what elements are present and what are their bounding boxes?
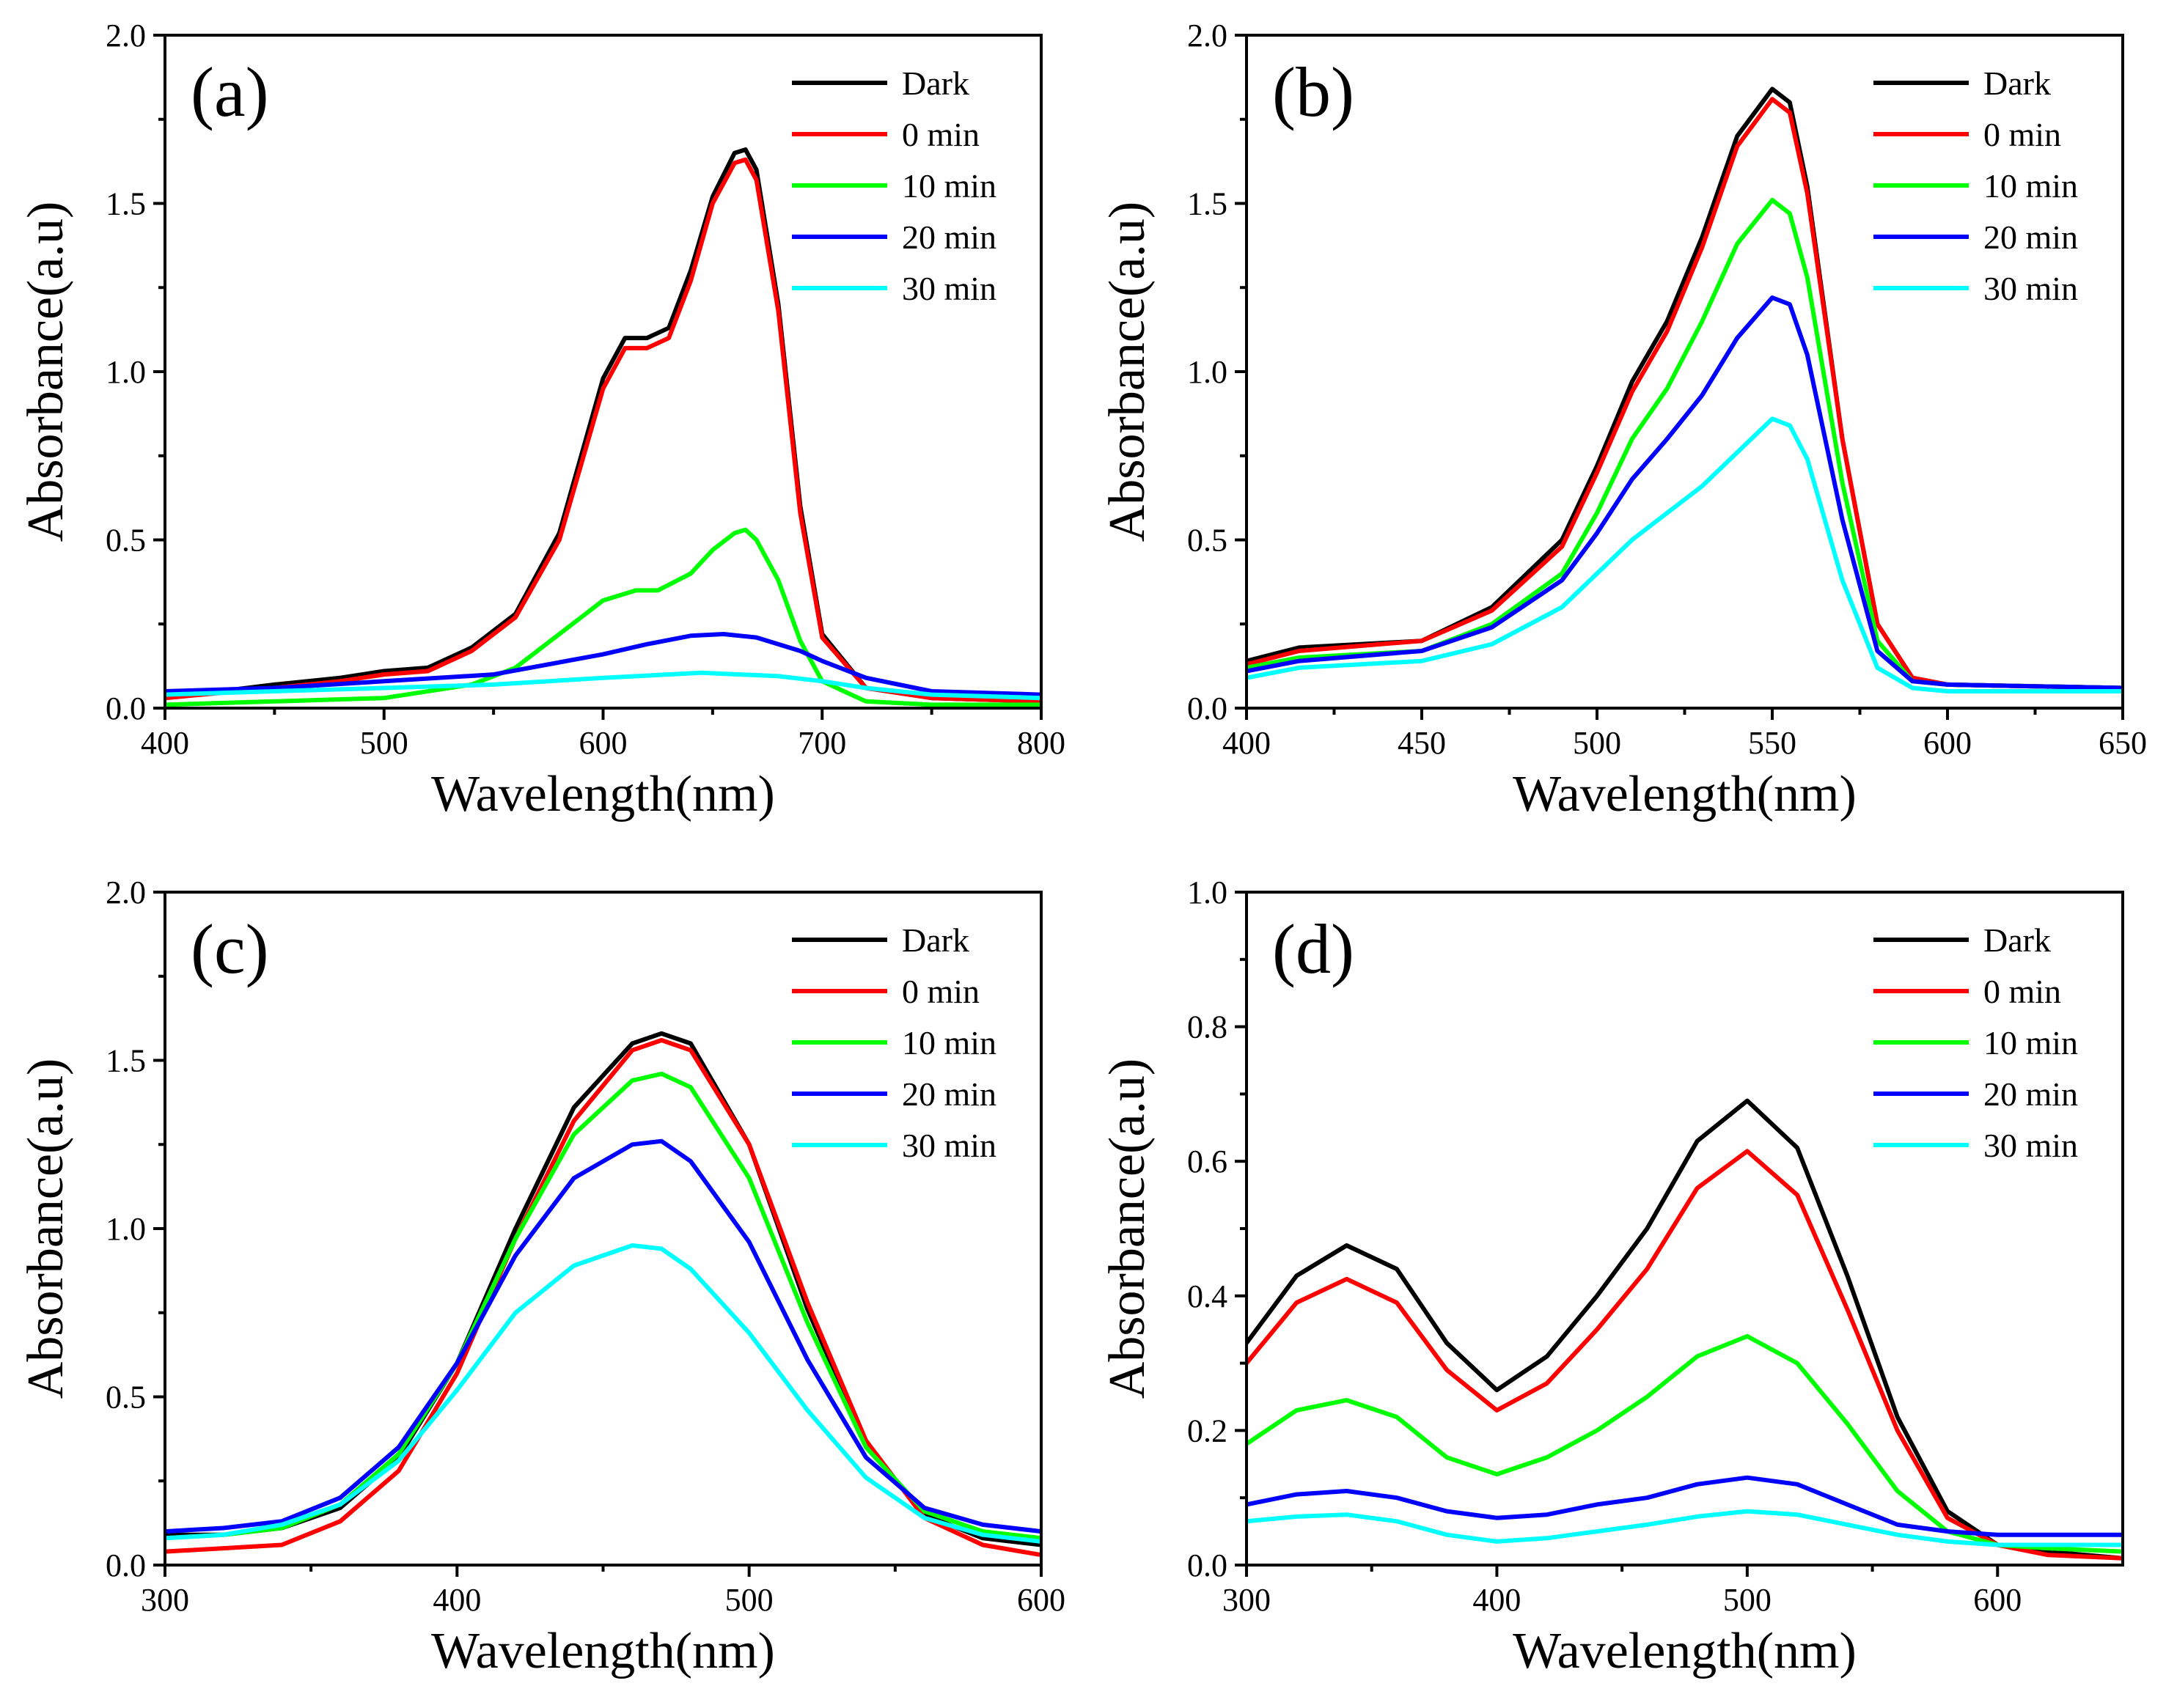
x-axis-label: Wavelength(nm) bbox=[1513, 766, 1857, 822]
y-tick-label: 1.5 bbox=[106, 186, 146, 222]
y-tick-label: 1.0 bbox=[106, 354, 146, 390]
x-tick-label: 300 bbox=[141, 1582, 189, 1618]
x-tick-label: 600 bbox=[1923, 725, 1972, 761]
legend-label: 20 min bbox=[902, 218, 996, 256]
series-line-0-min bbox=[165, 157, 1041, 704]
panel-label: (d) bbox=[1272, 910, 1354, 988]
x-axis-label: Wavelength(nm) bbox=[431, 766, 775, 822]
legend-label: 0 min bbox=[902, 116, 980, 153]
x-tick-label: 550 bbox=[1748, 725, 1796, 761]
chart-panel-4: 300 400 500 600 0.0 0.2 0.4 0.6 0.8 1.0 Wavelength… bbox=[1099, 875, 2124, 1679]
x-tick-label: 450 bbox=[1398, 725, 1446, 761]
legend-label: 30 min bbox=[902, 1127, 996, 1164]
legend: Dark 0 min 10 min 20 min 30 min bbox=[792, 65, 996, 307]
legend-label: 10 min bbox=[902, 167, 996, 205]
y-tick-label: 0.0 bbox=[1187, 691, 1227, 726]
y-tick-label: 2.0 bbox=[106, 875, 146, 910]
legend-label: 0 min bbox=[902, 973, 980, 1010]
y-tick-label: 1.0 bbox=[1187, 875, 1227, 910]
x-tick-label: 500 bbox=[1723, 1582, 1772, 1618]
x-tick-label: 600 bbox=[579, 725, 628, 761]
x-tick-label: 600 bbox=[1017, 1582, 1065, 1618]
x-tick-label: 500 bbox=[360, 725, 408, 761]
series-line-20-min bbox=[165, 632, 1041, 697]
chart-panel-3: 300 400 500 600 0.0 0.5 1.0 1.5 2.0 Wavelength(nm… bbox=[18, 875, 1065, 1679]
x-tick-label: 400 bbox=[1472, 1582, 1521, 1618]
x-tick-label: 700 bbox=[798, 725, 846, 761]
legend-label: 0 min bbox=[1983, 973, 2061, 1010]
series-line-20-min bbox=[165, 1138, 1041, 1534]
legend-label: 20 min bbox=[902, 1075, 996, 1113]
panel-label: (a) bbox=[191, 53, 269, 131]
legend-label: Dark bbox=[902, 65, 969, 102]
x-tick-label: 500 bbox=[1573, 725, 1621, 761]
y-tick-label: 0.5 bbox=[1187, 523, 1227, 559]
x-tick-label: 500 bbox=[725, 1582, 774, 1618]
series-line-10-min bbox=[165, 527, 1041, 707]
panel-label: (c) bbox=[191, 910, 269, 988]
legend: Dark 0 min 10 min 20 min 30 min bbox=[1873, 921, 2078, 1164]
x-tick-label: 650 bbox=[2099, 725, 2147, 761]
legend-label: 10 min bbox=[1983, 167, 2078, 205]
y-tick-label: 0.5 bbox=[106, 523, 146, 559]
series-line-0-min bbox=[1247, 1149, 2123, 1561]
chart-panel-1: 400 500 600 700 800 0.0 0.5 1.0 1.5 2.0 Wavelength… bbox=[18, 18, 1065, 822]
legend-label: 10 min bbox=[1983, 1024, 2078, 1061]
series-line-0-min bbox=[1247, 97, 2123, 691]
x-tick-label: 400 bbox=[433, 1582, 481, 1618]
x-axis-label: Wavelength(nm) bbox=[431, 1623, 775, 1679]
legend-label: 0 min bbox=[1983, 116, 2061, 153]
series-line-20-min bbox=[1247, 295, 2123, 691]
x-tick-label: 800 bbox=[1017, 725, 1065, 761]
series-line-30-min bbox=[165, 1243, 1041, 1544]
panel-label: (b) bbox=[1272, 53, 1354, 131]
legend-label: 30 min bbox=[1983, 270, 2078, 307]
series-line-20-min bbox=[1247, 1475, 2123, 1537]
x-tick-label: 300 bbox=[1222, 1582, 1271, 1618]
y-axis-label: Absorbance(a.u) bbox=[1099, 1059, 1156, 1399]
y-axis-label: Absorbance(a.u) bbox=[1099, 202, 1156, 542]
y-tick-label: 0.0 bbox=[106, 1547, 146, 1583]
y-tick-label: 2.0 bbox=[106, 18, 146, 54]
series-line-10-min bbox=[1247, 197, 2123, 691]
y-tick-label: 0.0 bbox=[1187, 1547, 1227, 1583]
y-tick-label: 0.5 bbox=[106, 1380, 146, 1416]
x-axis-label: Wavelength(nm) bbox=[1513, 1623, 1857, 1679]
legend: Dark 0 min 10 min 20 min 30 min bbox=[792, 921, 996, 1164]
legend: Dark 0 min 10 min 20 min 30 min bbox=[1873, 65, 2078, 307]
legend-label: 20 min bbox=[1983, 218, 2078, 256]
series-line-30-min bbox=[1247, 416, 2123, 693]
series-line-dark bbox=[1247, 1098, 2123, 1561]
y-tick-label: 0.8 bbox=[1187, 1009, 1227, 1045]
y-tick-label: 1.5 bbox=[106, 1043, 146, 1079]
y-axis-label: Absorbance(a.u) bbox=[18, 1059, 74, 1399]
series-line-30-min bbox=[165, 670, 1041, 701]
y-tick-label: 0.2 bbox=[1187, 1413, 1227, 1449]
series-line-30-min bbox=[1247, 1509, 2123, 1547]
x-tick-label: 400 bbox=[1222, 725, 1271, 761]
y-tick-label: 0.4 bbox=[1187, 1278, 1227, 1314]
legend-label: 30 min bbox=[1983, 1127, 2078, 1164]
y-tick-label: 1.5 bbox=[1187, 186, 1227, 222]
y-tick-label: 2.0 bbox=[1187, 18, 1227, 54]
chart-panel-2: 400 450 500 550 600 650 0.0 0.5 1.0 1.5 2.0 Wavelen… bbox=[1099, 18, 2147, 822]
y-tick-label: 0.6 bbox=[1187, 1144, 1227, 1179]
legend-label: Dark bbox=[1983, 65, 2051, 102]
legend-label: Dark bbox=[1983, 921, 2051, 959]
series-line-0-min bbox=[165, 1038, 1041, 1558]
x-tick-label: 600 bbox=[1973, 1582, 2022, 1618]
legend-label: Dark bbox=[902, 921, 969, 959]
x-tick-label: 400 bbox=[141, 725, 189, 761]
y-axis-label: Absorbance(a.u) bbox=[18, 202, 74, 542]
legend-label: 10 min bbox=[902, 1024, 996, 1061]
legend-label: 20 min bbox=[1983, 1075, 2078, 1113]
y-tick-label: 1.0 bbox=[1187, 354, 1227, 390]
y-tick-label: 1.0 bbox=[106, 1211, 146, 1247]
y-tick-label: 0.0 bbox=[106, 691, 146, 726]
legend-label: 30 min bbox=[902, 270, 996, 307]
